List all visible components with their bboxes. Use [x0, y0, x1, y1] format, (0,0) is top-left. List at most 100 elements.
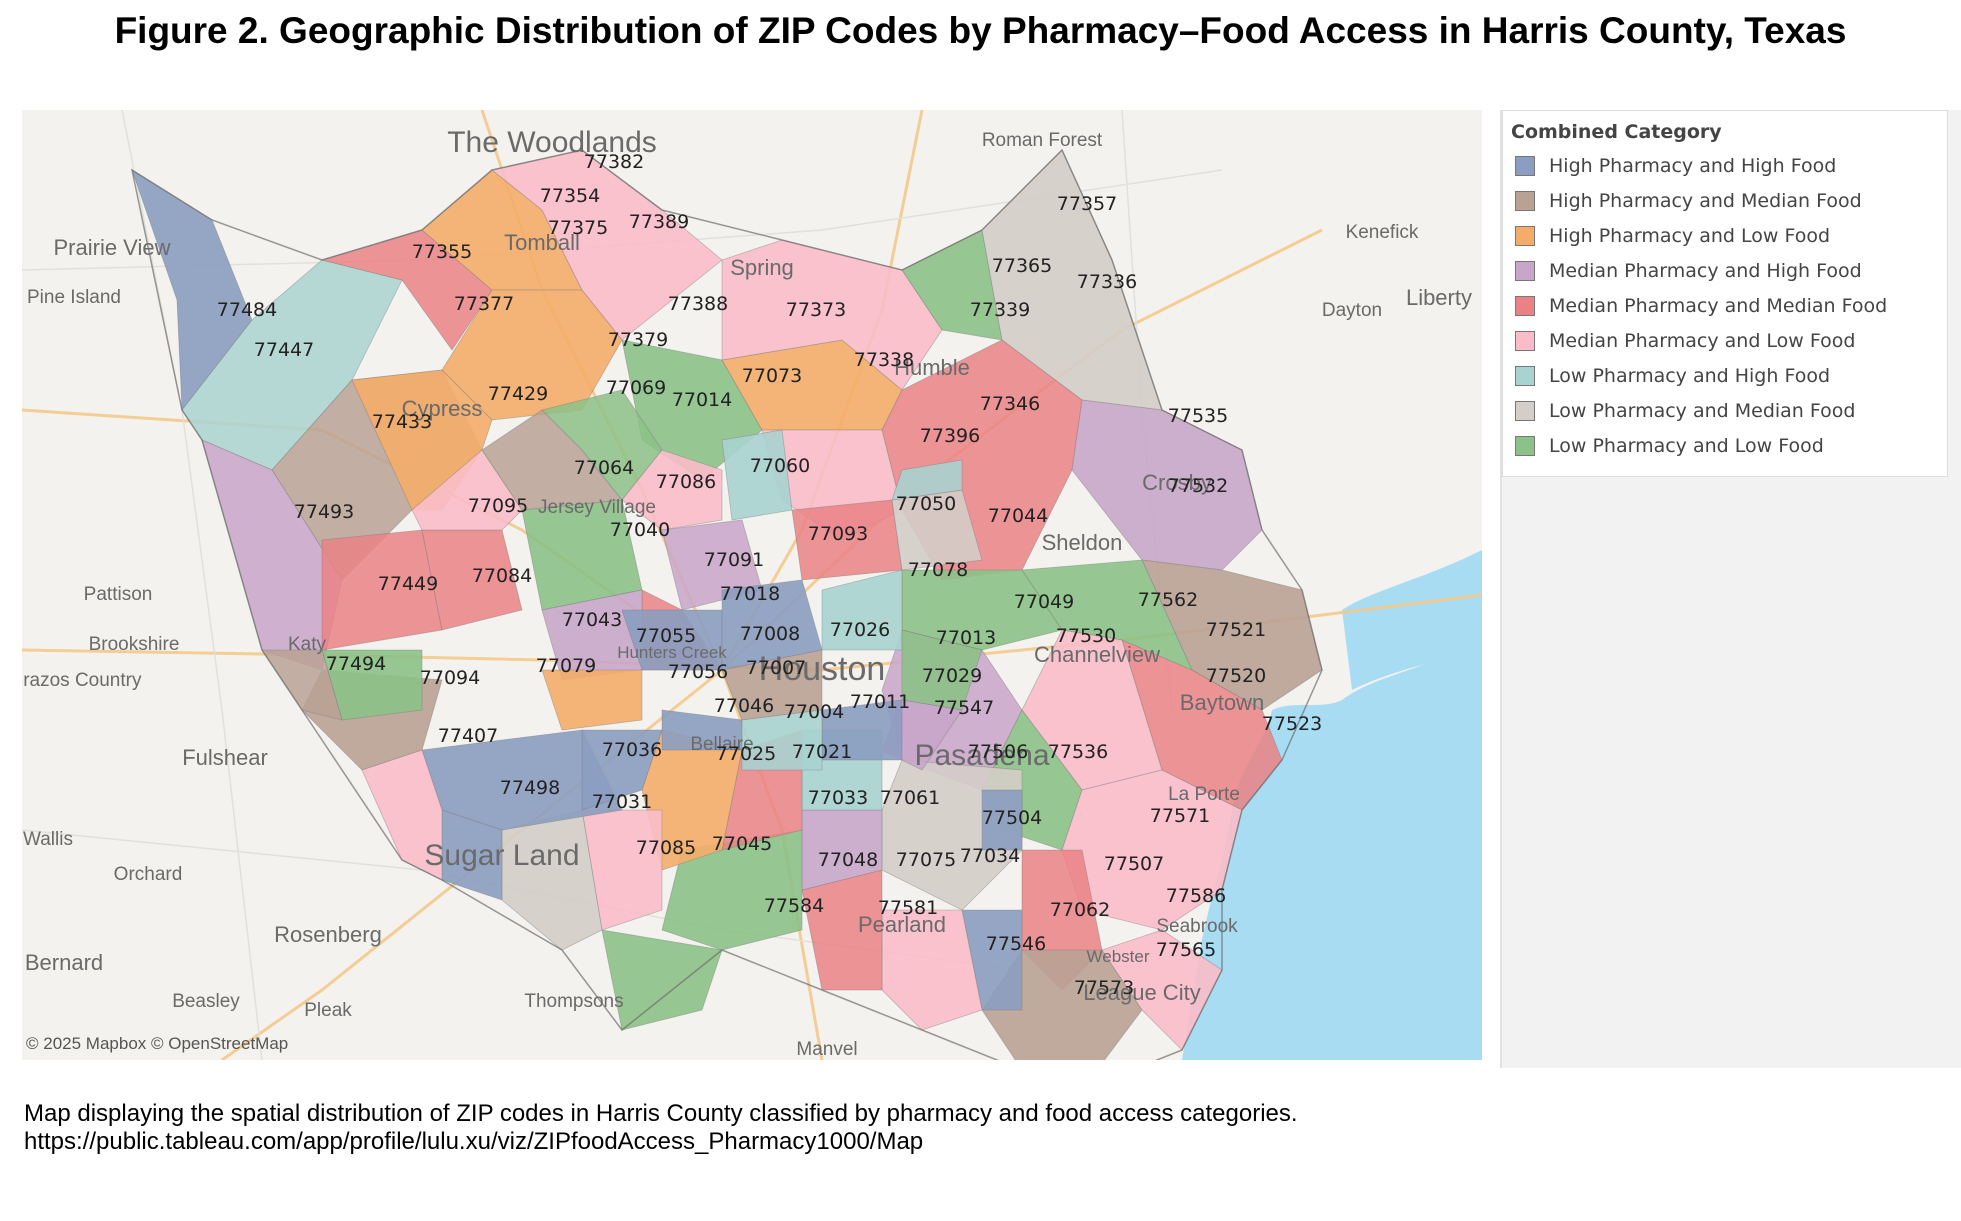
- zone-teal-050[interactable]: [891, 459, 963, 501]
- zip-label: 77565: [1156, 939, 1216, 961]
- zip-label: 77338: [854, 349, 914, 371]
- zone-pink-095[interactable]: [411, 449, 523, 531]
- zip-label: 77034: [960, 845, 1020, 867]
- legend-swatch: [1515, 366, 1535, 386]
- harris-county-outline: [130, 148, 1323, 1060]
- zip-label: 77036: [602, 739, 662, 761]
- place-label: Sheldon: [1042, 530, 1123, 555]
- legend-box: Combined Category High Pharmacy and High…: [1502, 110, 1948, 477]
- map-panel[interactable]: The Woodlands Roman Forest Kenefick Prai…: [22, 110, 1482, 1060]
- figure-caption: Map displaying the spatial distribution …: [24, 1100, 1298, 1155]
- place-label: Jersey Village: [538, 497, 656, 518]
- zip-polygons[interactable]: [131, 149, 1323, 1060]
- zone-pink-498[interactable]: [361, 749, 443, 881]
- zip-label: 77373: [786, 299, 846, 321]
- zip-label: 77586: [1166, 885, 1226, 907]
- zone-green-094[interactable]: [321, 649, 423, 721]
- legend-item[interactable]: Median Pharmacy and High Food: [1515, 258, 1862, 284]
- zone-blue-025[interactable]: [581, 729, 663, 811]
- zip-label: 77507: [1104, 853, 1164, 875]
- zone-pink-086[interactable]: [621, 449, 723, 531]
- zip-label: 77377: [454, 293, 514, 315]
- zip-label: 77520: [1206, 665, 1266, 687]
- place-label: Seabrook: [1156, 916, 1238, 937]
- zone-green-584[interactable]: [601, 929, 723, 1031]
- zip-label: 77095: [468, 495, 528, 517]
- zip-label: 77365: [992, 255, 1052, 277]
- zip-label: 77355: [412, 241, 472, 263]
- legend-item[interactable]: High Pharmacy and High Food: [1515, 153, 1836, 179]
- zip-label: 77021: [792, 741, 852, 763]
- zip-label: 77013: [936, 627, 996, 649]
- legend-item[interactable]: High Pharmacy and Median Food: [1515, 188, 1862, 214]
- zone-gray-078[interactable]: [891, 489, 983, 571]
- zip-label: 77346: [980, 393, 1040, 415]
- map-attribution[interactable]: © 2025 Mapbox © OpenStreetMap: [26, 1034, 289, 1053]
- legend-item[interactable]: Low Pharmacy and Low Food: [1515, 433, 1824, 459]
- zip-label: 77084: [472, 565, 532, 587]
- zip-label: 77075: [896, 849, 956, 871]
- zip-label: 77429: [488, 383, 548, 405]
- place-label: Dayton: [1322, 300, 1382, 321]
- zone-green-562[interactable]: [1021, 559, 1193, 671]
- harris-county-map[interactable]: The Woodlands Roman Forest Kenefick Prai…: [22, 110, 1482, 1060]
- legend-swatch: [1515, 226, 1535, 246]
- zip-label: 77044: [988, 505, 1048, 527]
- zone-orange-079[interactable]: [541, 669, 643, 731]
- place-label: Liberty: [1406, 285, 1472, 310]
- zip-label: 77004: [784, 701, 844, 723]
- zip-label: 77494: [326, 653, 386, 675]
- place-label: La Porte: [1168, 784, 1240, 805]
- zip-label: 77396: [920, 425, 980, 447]
- zip-label: 77584: [764, 895, 824, 917]
- legend-item[interactable]: Median Pharmacy and Median Food: [1515, 293, 1887, 319]
- place-label: Thompsons: [524, 991, 623, 1012]
- place-label: Pearland: [858, 912, 946, 937]
- place-label: Rosenberg: [274, 922, 382, 947]
- zip-label: 77093: [808, 523, 868, 545]
- zip-label: 77062: [1050, 899, 1110, 921]
- legend-item[interactable]: Low Pharmacy and High Food: [1515, 363, 1830, 389]
- zip-label: 77050: [896, 493, 956, 515]
- zone-teal-021[interactable]: [741, 709, 823, 771]
- zip-label: 77007: [746, 657, 806, 679]
- zip-label: 77573: [1074, 977, 1134, 999]
- legend-item[interactable]: Low Pharmacy and Median Food: [1515, 398, 1855, 424]
- zip-label: 77011: [850, 691, 910, 713]
- legend-label: Low Pharmacy and Median Food: [1549, 400, 1856, 422]
- zip-labels: 77382 77354 77375 77389 77355 77357 7736…: [217, 151, 1322, 999]
- legend-label: Low Pharmacy and Low Food: [1549, 435, 1824, 457]
- zip-label: 77031: [592, 791, 652, 813]
- zip-label: 77547: [934, 697, 994, 719]
- zip-label: 77043: [562, 609, 622, 631]
- place-label: Prairie View: [54, 235, 171, 260]
- zone-blue-506[interactable]: [981, 789, 1023, 851]
- place-label: Kenefick: [1346, 222, 1419, 243]
- legend-label: High Pharmacy and Low Food: [1549, 225, 1831, 247]
- zip-label: 77382: [584, 151, 644, 173]
- zip-label: 77048: [818, 849, 878, 871]
- place-label: Pine Island: [27, 287, 121, 308]
- zip-label: 77026: [830, 619, 890, 641]
- zone-red-581[interactable]: [801, 869, 883, 991]
- zip-label: 77014: [672, 389, 732, 411]
- zip-label: 77061: [880, 787, 940, 809]
- zip-label: 77535: [1168, 405, 1228, 427]
- zip-label: 77433: [372, 411, 432, 433]
- zip-label: 77064: [574, 457, 634, 479]
- legend-swatch: [1515, 191, 1535, 211]
- legend-label: Low Pharmacy and High Food: [1549, 365, 1831, 387]
- legend-item[interactable]: High Pharmacy and Low Food: [1515, 223, 1830, 249]
- zip-label: 77536: [1048, 741, 1108, 763]
- zip-label: 77046: [714, 695, 774, 717]
- legend-swatch: [1515, 331, 1535, 351]
- legend-label: High Pharmacy and Median Food: [1549, 190, 1862, 212]
- legend-item[interactable]: Median Pharmacy and Low Food: [1515, 328, 1855, 354]
- zip-label: 77388: [668, 293, 728, 315]
- zip-label: 77447: [254, 339, 314, 361]
- zip-label: 77449: [378, 573, 438, 595]
- zip-label: 77357: [1057, 193, 1117, 215]
- zone-west-tan[interactable]: [181, 259, 403, 471]
- zip-label: 77029: [922, 665, 982, 687]
- zip-label: 77079: [536, 655, 596, 677]
